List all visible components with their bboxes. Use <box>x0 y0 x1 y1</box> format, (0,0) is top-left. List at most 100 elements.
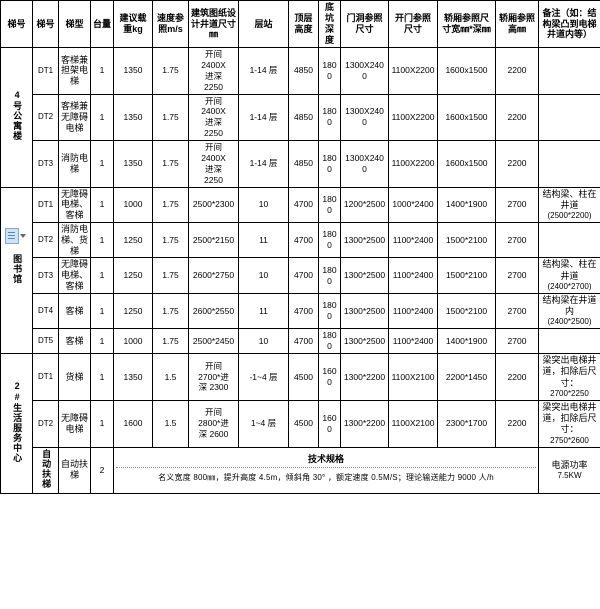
cell-pit-depth[interactable]: 1600 <box>318 399 341 448</box>
cell-elevator-type[interactable]: 无障碍电梯、客梯 <box>58 257 91 294</box>
cell-car-height[interactable]: 2700 <box>495 221 539 259</box>
cell-door-open[interactable]: 1100*2400 <box>388 292 438 330</box>
table-row[interactable]: DT5 客梯 1 1000 1.75 2500*2450 10 4700 1800 1300*25… <box>1 328 600 355</box>
cell-load[interactable]: 1350 <box>113 353 153 401</box>
cell-elevator-no[interactable]: DT1 <box>32 186 59 223</box>
header-door-open[interactable]: 开门参照尺寸 <box>388 0 438 48</box>
header-remark[interactable]: 备注（如：结构梁凸到电梯井道内等） <box>538 0 600 48</box>
header-elevator-type[interactable]: 梯型 <box>58 0 91 48</box>
cell-remark[interactable]: 结构梁在井道内 (2400*2500) <box>538 292 600 330</box>
escalator-row[interactable]: 自动扶梯 自动扶梯 2 技术规格 名义宽度 800㎜，提升高度 4.5m，倾斜角 30°… <box>1 446 600 494</box>
cell-pit-depth[interactable]: 1800 <box>318 328 341 355</box>
header-car-height[interactable]: 轿厢参照高㎜ <box>495 0 539 48</box>
cell-door-hole[interactable]: 1300X2400 <box>340 93 389 141</box>
header-building-no[interactable]: 梯号 <box>0 0 33 48</box>
cell-car-height[interactable]: 2200 <box>495 140 539 188</box>
cell-door-open[interactable]: 1100X2200 <box>388 140 438 188</box>
cell-qty[interactable]: 1 <box>90 47 114 95</box>
cell-speed[interactable]: 1.75 <box>152 140 189 188</box>
cell-car-height[interactable]: 2700 <box>495 328 539 355</box>
header-load[interactable]: 建议载重kg <box>113 0 153 48</box>
cell-pit-depth[interactable]: 1800 <box>318 140 341 188</box>
cell-remark[interactable] <box>538 47 600 95</box>
paste-options-icon[interactable] <box>5 228 29 244</box>
cell-door-hole[interactable]: 1300*2200 <box>340 353 389 401</box>
group-label-1[interactable]: 4号公寓楼 <box>0 47 33 188</box>
cell-car-height[interactable]: 2200 <box>495 399 539 448</box>
table-row[interactable]: DT3 消防电梯 1 1350 1.75 开间 2400X 进深 2250 1-14 层 4850 1… <box>1 140 600 188</box>
cell-power[interactable]: 电源功率 7.5KW <box>538 446 600 494</box>
cell-remark[interactable] <box>538 221 600 259</box>
cell-speed[interactable]: 1.75 <box>152 292 189 330</box>
header-floors[interactable]: 层站 <box>238 0 289 48</box>
cell-elevator-no[interactable]: DT2 <box>32 221 59 259</box>
cell-floors[interactable]: -1~4 层 <box>238 353 289 401</box>
cell-load[interactable]: 1250 <box>113 292 153 330</box>
cell-speed[interactable]: 1.75 <box>152 221 189 259</box>
cell-qty[interactable]: 1 <box>90 328 114 355</box>
cell-remark[interactable]: 结构梁、柱在井道 (2500*2200) <box>538 186 600 223</box>
cell-door-hole[interactable]: 1300*2500 <box>340 257 389 294</box>
group-label-2[interactable]: 图书馆 <box>0 186 33 355</box>
cell-speed[interactable]: 1.75 <box>152 93 189 141</box>
cell-escalator-type[interactable]: 自动扶梯 <box>58 446 91 494</box>
cell-load[interactable]: 1250 <box>113 257 153 294</box>
cell-car-size[interactable]: 2200*1450 <box>437 353 496 401</box>
cell-door-open[interactable]: 1100X2200 <box>388 47 438 95</box>
cell-speed[interactable]: 1.75 <box>152 47 189 95</box>
header-elevator-no[interactable]: 梯号 <box>32 0 59 48</box>
cell-pit-depth[interactable]: 1800 <box>318 186 341 223</box>
cell-load[interactable]: 1000 <box>113 186 153 223</box>
cell-shaft-size[interactable]: 开间 2800*进深 2600 <box>188 399 239 448</box>
cell-elevator-type[interactable]: 货梯 <box>58 353 91 401</box>
cell-door-open[interactable]: 1100X2100 <box>388 353 438 401</box>
cell-speed[interactable]: 1.75 <box>152 257 189 294</box>
cell-remark[interactable]: 梁突出电梯井道，扣除后尺寸： 2700*2250 <box>538 353 600 401</box>
header-speed[interactable]: 速度参照m/s <box>152 0 189 48</box>
cell-escalator-no[interactable]: 自动扶梯 <box>32 446 59 494</box>
chevron-down-icon[interactable] <box>20 234 26 238</box>
cell-elevator-no[interactable]: DT3 <box>32 140 59 188</box>
cell-floors[interactable]: 10 <box>238 257 289 294</box>
cell-car-size[interactable]: 1500*2100 <box>437 257 496 294</box>
cell-pit-depth[interactable]: 1800 <box>318 221 341 259</box>
cell-floors[interactable]: 1~4 层 <box>238 399 289 448</box>
cell-elevator-type[interactable]: 客梯兼无障碍电梯 <box>58 93 91 141</box>
cell-shaft-size[interactable]: 2500*2300 <box>188 186 239 223</box>
cell-load[interactable]: 1000 <box>113 328 153 355</box>
cell-qty[interactable]: 1 <box>90 399 114 448</box>
cell-qty[interactable]: 1 <box>90 257 114 294</box>
cell-car-size[interactable]: 1500*2100 <box>437 221 496 259</box>
cell-shaft-size[interactable]: 开间 2400X 进深 2250 <box>188 93 239 141</box>
cell-elevator-no[interactable]: DT2 <box>32 93 59 141</box>
cell-car-size[interactable]: 1600x1500 <box>437 140 496 188</box>
cell-door-open[interactable]: 1100X2200 <box>388 93 438 141</box>
cell-top-height[interactable]: 4850 <box>288 140 319 188</box>
cell-door-open[interactable]: 1100*2400 <box>388 257 438 294</box>
cell-elevator-no[interactable]: DT5 <box>32 328 59 355</box>
cell-elevator-type[interactable]: 无障碍电梯 <box>58 399 91 448</box>
cell-elevator-no[interactable]: DT1 <box>32 47 59 95</box>
cell-pit-depth[interactable]: 1800 <box>318 257 341 294</box>
cell-floors[interactable]: 1-14 层 <box>238 47 289 95</box>
header-shaft-size[interactable]: 建筑图纸设计井道尺寸㎜ <box>188 0 239 48</box>
header-car-size[interactable]: 轿厢参照尺寸宽㎜*深㎜ <box>437 0 496 48</box>
cell-speed[interactable]: 1.75 <box>152 186 189 223</box>
cell-qty[interactable]: 1 <box>90 221 114 259</box>
cell-qty[interactable]: 1 <box>90 292 114 330</box>
header-qty[interactable]: 台量 <box>90 0 114 48</box>
cell-speed[interactable]: 1.75 <box>152 328 189 355</box>
cell-door-hole[interactable]: 1300*2500 <box>340 292 389 330</box>
cell-elevator-type[interactable]: 消防电梯、货梯 <box>58 221 91 259</box>
cell-elevator-type[interactable]: 客梯 <box>58 328 91 355</box>
cell-remark[interactable]: 结构梁、柱在井道 (2400*2700) <box>538 257 600 294</box>
cell-qty[interactable]: 1 <box>90 186 114 223</box>
cell-load[interactable]: 1600 <box>113 399 153 448</box>
cell-pit-depth[interactable]: 1800 <box>318 292 341 330</box>
cell-door-hole[interactable]: 1300*2200 <box>340 399 389 448</box>
cell-door-hole[interactable]: 1200*2500 <box>340 186 389 223</box>
cell-door-hole[interactable]: 1300X2400 <box>340 140 389 188</box>
table-row[interactable]: DT4 客梯 1 1250 1.75 2600*2550 11 4700 1800 1300*25… <box>1 292 600 330</box>
cell-pit-depth[interactable]: 1800 <box>318 93 341 141</box>
